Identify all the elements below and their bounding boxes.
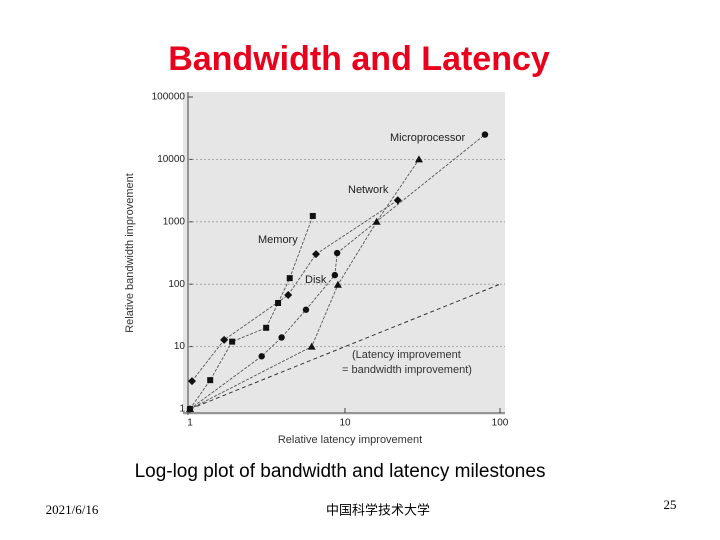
data-point	[302, 306, 310, 313]
series-label: Memory	[258, 234, 298, 246]
data-point	[207, 377, 214, 384]
data-point	[309, 212, 316, 219]
x-tick-label: 1	[187, 418, 193, 429]
series-line	[191, 199, 399, 382]
data-point	[258, 353, 265, 360]
caption: Log-log plot of bandwidth and latency mi…	[135, 461, 546, 482]
data-point	[333, 280, 342, 288]
data-point	[307, 342, 316, 350]
institution: 中国科学技术大学	[326, 502, 430, 517]
data-point	[286, 275, 293, 282]
data-point	[481, 131, 489, 138]
y-tick-label: 100000	[152, 92, 186, 103]
x-axis-label: Relative latency improvement	[278, 434, 422, 446]
plot-area	[183, 92, 505, 415]
y-tick-label: 10	[174, 341, 186, 352]
page-number: 25	[664, 497, 677, 512]
date: 2021/6/16	[46, 502, 99, 517]
series-label: Disk	[305, 274, 327, 286]
y-tick-label: 10000	[157, 154, 185, 165]
data-point	[263, 324, 270, 331]
data-point	[187, 377, 196, 386]
data-point	[414, 155, 423, 163]
series-label: Microprocessor	[390, 132, 466, 144]
slide-title: Bandwidth and Latency	[168, 40, 550, 78]
data-point	[333, 249, 341, 257]
data-point	[331, 271, 339, 279]
annotation: = bandwidth improvement)	[342, 364, 472, 376]
data-point	[220, 335, 229, 344]
data-point	[278, 334, 285, 341]
y-tick-label: 1	[179, 404, 185, 415]
y-axis-label: Relative bandwidth improvement	[124, 173, 136, 333]
series-label: Network	[348, 184, 389, 196]
y-tick-label: 1000	[163, 216, 186, 227]
x-tick-label: 100	[492, 418, 509, 429]
data-point	[312, 250, 321, 259]
data-point	[284, 291, 293, 300]
data-point	[229, 338, 236, 345]
data-point	[275, 299, 282, 306]
y-tick-label: 100	[168, 279, 185, 290]
annotation: (Latency improvement	[352, 349, 461, 361]
data-point	[393, 196, 402, 205]
x-tick-label: 10	[339, 418, 351, 429]
data-point	[186, 405, 194, 412]
data-point	[372, 217, 381, 225]
